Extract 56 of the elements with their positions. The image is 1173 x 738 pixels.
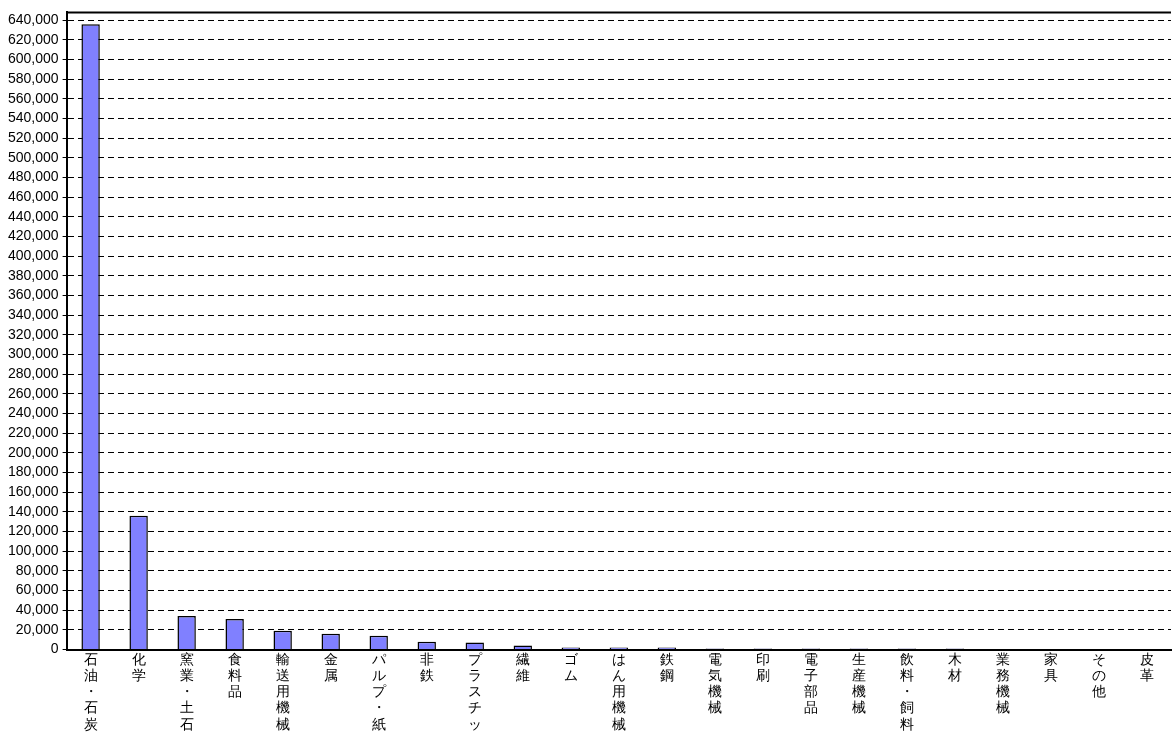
y-tick-label: 140,000	[8, 502, 59, 519]
y-tick-label: 540,000	[8, 109, 59, 126]
x-tick-label: 窯業・土石	[179, 651, 194, 732]
x-tick-label: 電子部品	[803, 651, 818, 716]
y-tick-label: 0	[50, 640, 59, 657]
x-tick-label: 電気機械	[707, 651, 722, 716]
y-tick-label: 300,000	[8, 345, 59, 362]
x-tick-label: 業務機械	[995, 651, 1010, 716]
y-tick-label: 200,000	[8, 443, 59, 460]
y-tick-label: 480,000	[8, 168, 59, 185]
y-tick-label: 100,000	[8, 542, 59, 559]
x-tick-label: 金属	[323, 651, 338, 684]
y-tick-label: 640,000	[8, 11, 59, 28]
x-tick-label: 石油・石炭	[83, 651, 98, 732]
y-tick-label: 40,000	[15, 601, 59, 618]
y-tick-label: 620,000	[8, 30, 59, 47]
x-tick-label: 生産機械	[851, 651, 866, 716]
x-tick-label: ゴム	[563, 651, 579, 684]
y-tick-label: 320,000	[8, 325, 59, 342]
x-tick-label: 木材	[946, 651, 962, 684]
x-tick-label: その他	[1091, 651, 1106, 700]
y-tick-label: 560,000	[8, 89, 59, 106]
y-tick-label: 80,000	[15, 561, 59, 578]
y-tick-label: 420,000	[8, 227, 59, 244]
x-tick-label: プラスチッ	[467, 651, 483, 732]
y-tick-label: 20,000	[15, 620, 59, 637]
x-tick-label: 繊維	[514, 651, 530, 684]
y-tick-label: 580,000	[8, 70, 59, 87]
y-tick-label: 280,000	[8, 365, 59, 382]
x-tick-label: 家具	[1043, 651, 1058, 684]
x-tick-label: 皮革	[1139, 651, 1154, 684]
y-tick-label: 260,000	[8, 384, 59, 401]
x-tick-label: 鉄鋼	[659, 651, 674, 684]
y-tick-label: 340,000	[8, 306, 59, 323]
x-tick-label: 飲料・飼料	[899, 651, 914, 732]
y-tick-label: 600,000	[8, 50, 59, 67]
y-tick-label: 400,000	[8, 247, 59, 264]
y-tick-label: 180,000	[8, 463, 59, 480]
y-tick-label: 60,000	[15, 581, 59, 598]
x-tick-label: 印刷	[755, 651, 770, 684]
x-tick-label: 非鉄	[419, 651, 434, 684]
x-tick-label: 輸送用機械	[275, 651, 290, 732]
y-tick-label: 220,000	[8, 424, 59, 441]
y-tick-label: 500,000	[8, 148, 59, 165]
y-tick-label: 520,000	[8, 129, 59, 146]
x-tick-label: パルプ・紙	[370, 651, 387, 732]
x-tick-label: 食料品	[227, 651, 242, 700]
y-tick-label: 240,000	[8, 404, 59, 421]
y-tick-label: 460,000	[8, 188, 59, 205]
y-tick-label: 380,000	[8, 266, 59, 283]
y-tick-label: 360,000	[8, 286, 59, 303]
y-tick-label: 120,000	[8, 522, 59, 539]
y-tick-label: 440,000	[8, 207, 59, 224]
y-tick-label: 160,000	[8, 483, 59, 500]
x-tick-label: 化学	[131, 651, 146, 684]
x-tick-label: はん用機械	[611, 651, 626, 732]
